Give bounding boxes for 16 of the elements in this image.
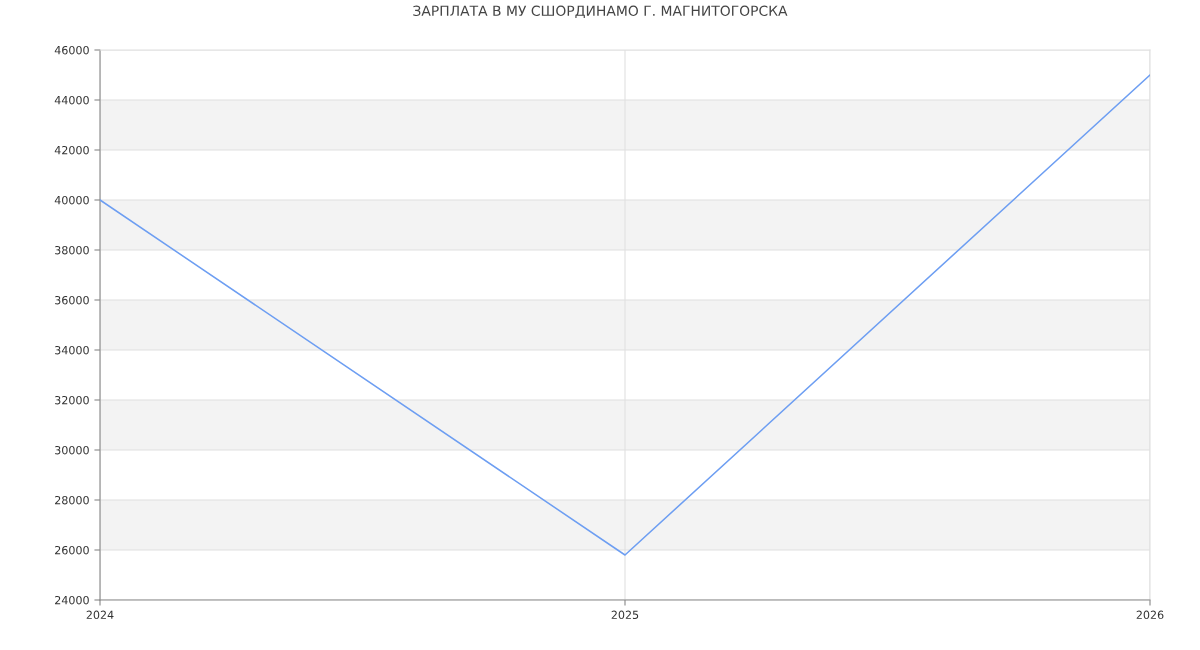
x-tick-label: 2025 bbox=[611, 610, 639, 620]
x-tick-label: 2026 bbox=[1136, 610, 1164, 620]
y-tick-label: 42000 bbox=[54, 145, 89, 155]
y-tick-label: 32000 bbox=[55, 395, 89, 405]
y-tick-label: 26000 bbox=[55, 545, 89, 555]
y-tick-label: 34000 bbox=[55, 345, 89, 355]
y-tick-label: 38000 bbox=[55, 245, 89, 255]
y-tick-label: 36000 bbox=[55, 295, 89, 305]
y-tick-label: 24000 bbox=[55, 595, 89, 605]
y-tick-label: 44000 bbox=[54, 95, 89, 105]
x-tick-label: 2024 bbox=[86, 610, 114, 620]
y-tick-label: 46000 bbox=[54, 45, 89, 55]
y-tick-label: 40000 bbox=[54, 195, 89, 205]
y-tick-label: 28000 bbox=[55, 495, 89, 505]
y-tick-label: 30000 bbox=[55, 445, 89, 455]
chart-title: ЗАРПЛАТА В МУ СШОРДИНАМО Г. МАГНИТОГОРСКА bbox=[413, 5, 788, 19]
